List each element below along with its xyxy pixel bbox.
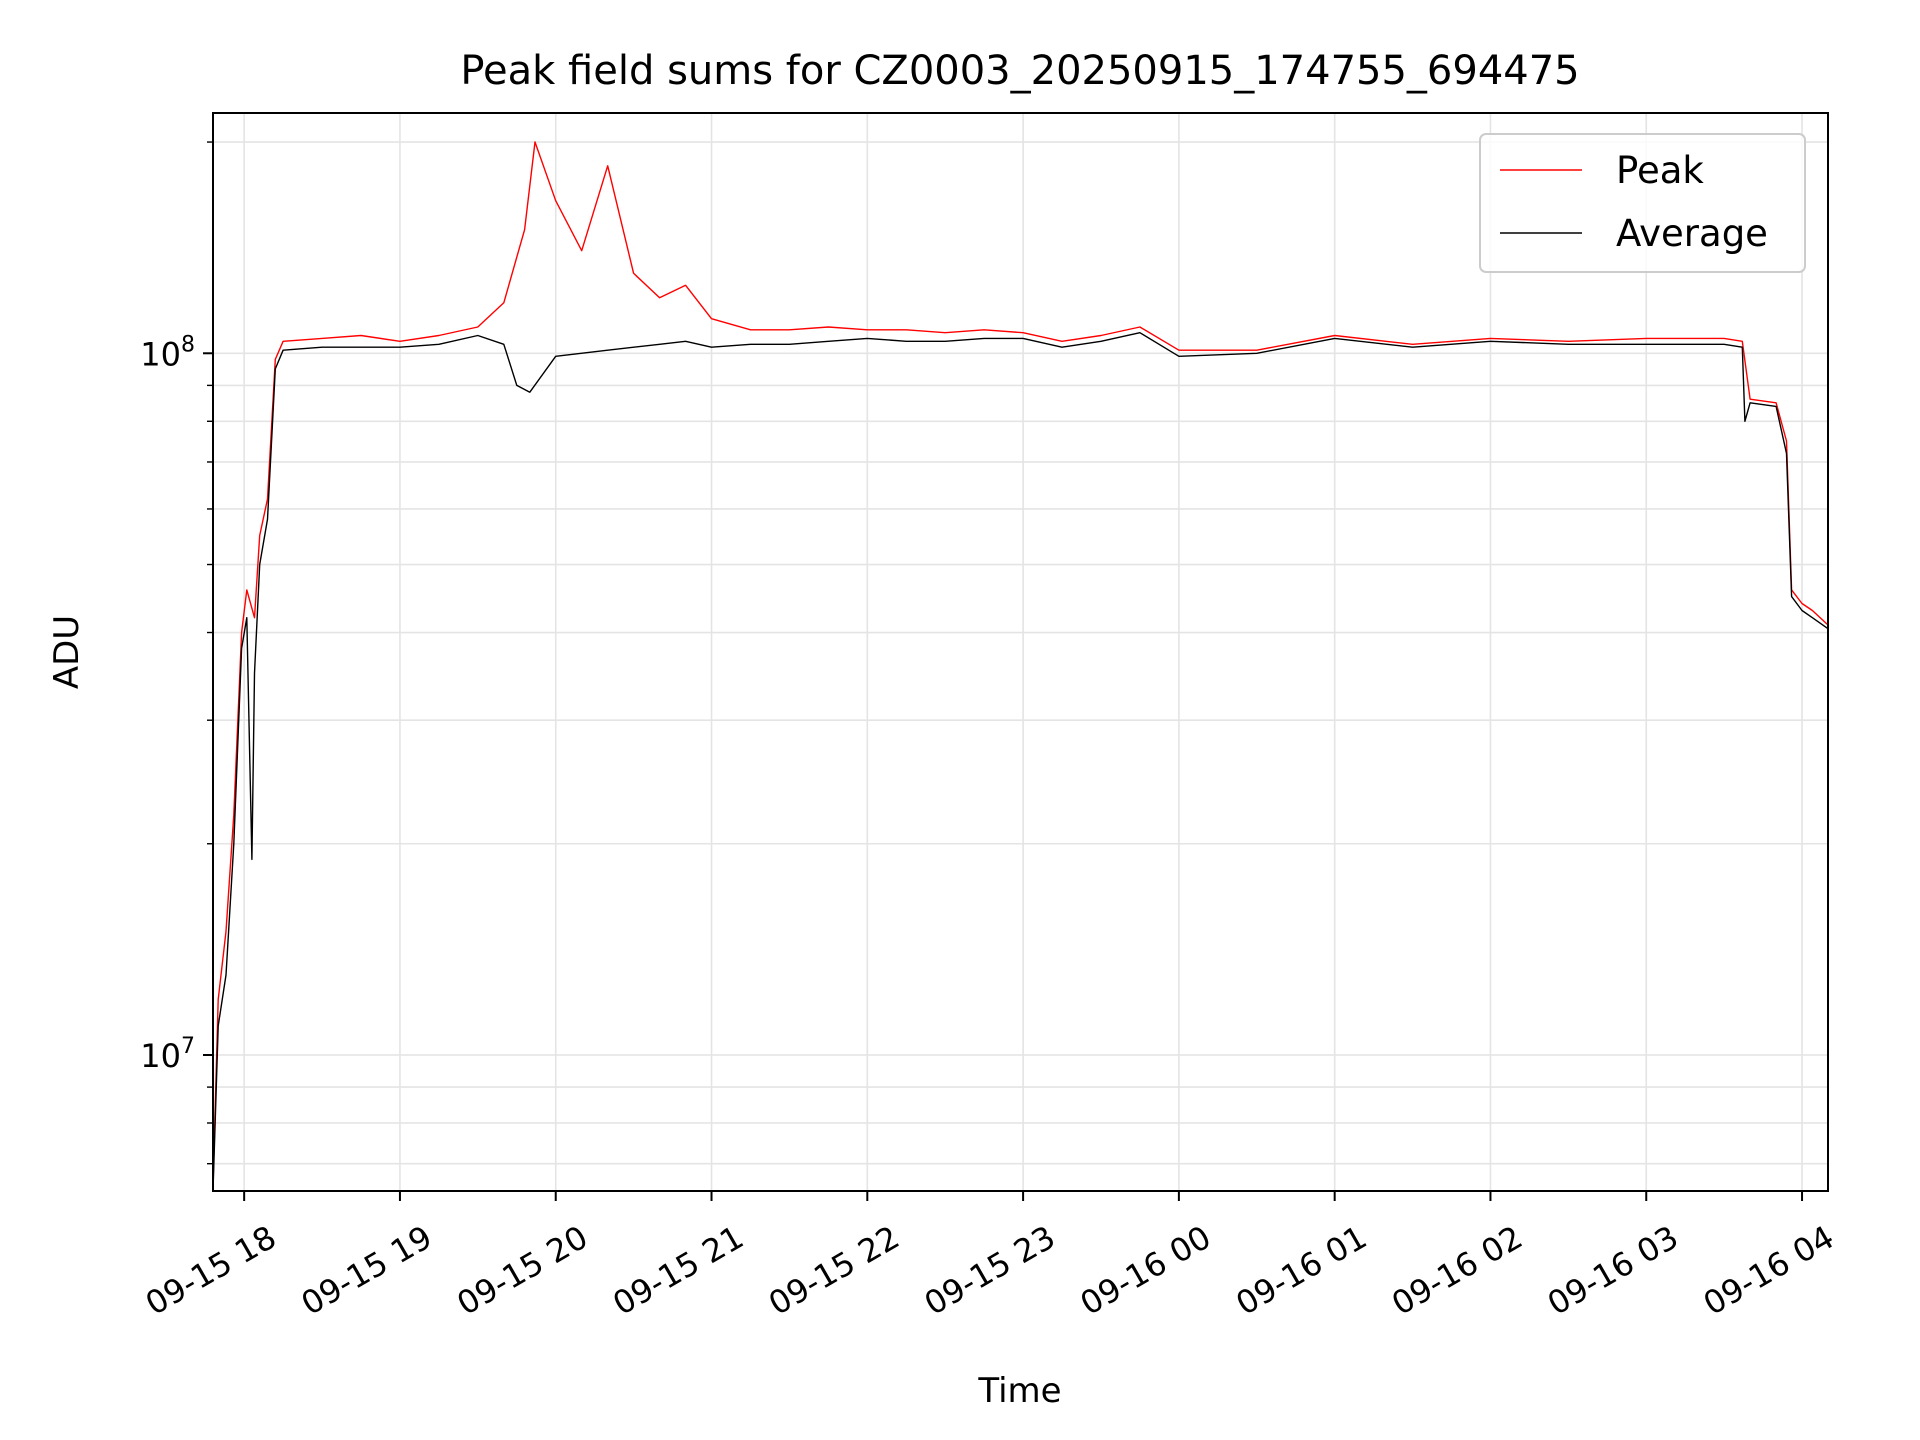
y-tick-exponent: 8	[181, 332, 195, 357]
legend-box	[1479, 133, 1806, 273]
y-tick-base: 10	[140, 335, 181, 373]
y-tick-label: 108	[140, 332, 195, 373]
legend: Peak Average	[1479, 133, 1806, 273]
plot-frame	[212, 112, 1829, 1192]
chart-title: Peak field sums for CZ0003_20250915_1747…	[460, 48, 1579, 94]
y-axis-label: ADU	[47, 615, 87, 689]
y-tick-exponent: 7	[181, 1034, 195, 1059]
legend-label-peak: Peak	[1616, 149, 1704, 192]
series-line-average	[212, 332, 1829, 1192]
y-tick-label: 107	[140, 1034, 195, 1075]
legend-label-average: Average	[1616, 212, 1768, 255]
series-layer	[212, 141, 1829, 1192]
x-axis-label: Time	[977, 1371, 1061, 1411]
grid-lines	[213, 113, 1828, 1191]
y-tick-base: 10	[140, 1037, 181, 1075]
